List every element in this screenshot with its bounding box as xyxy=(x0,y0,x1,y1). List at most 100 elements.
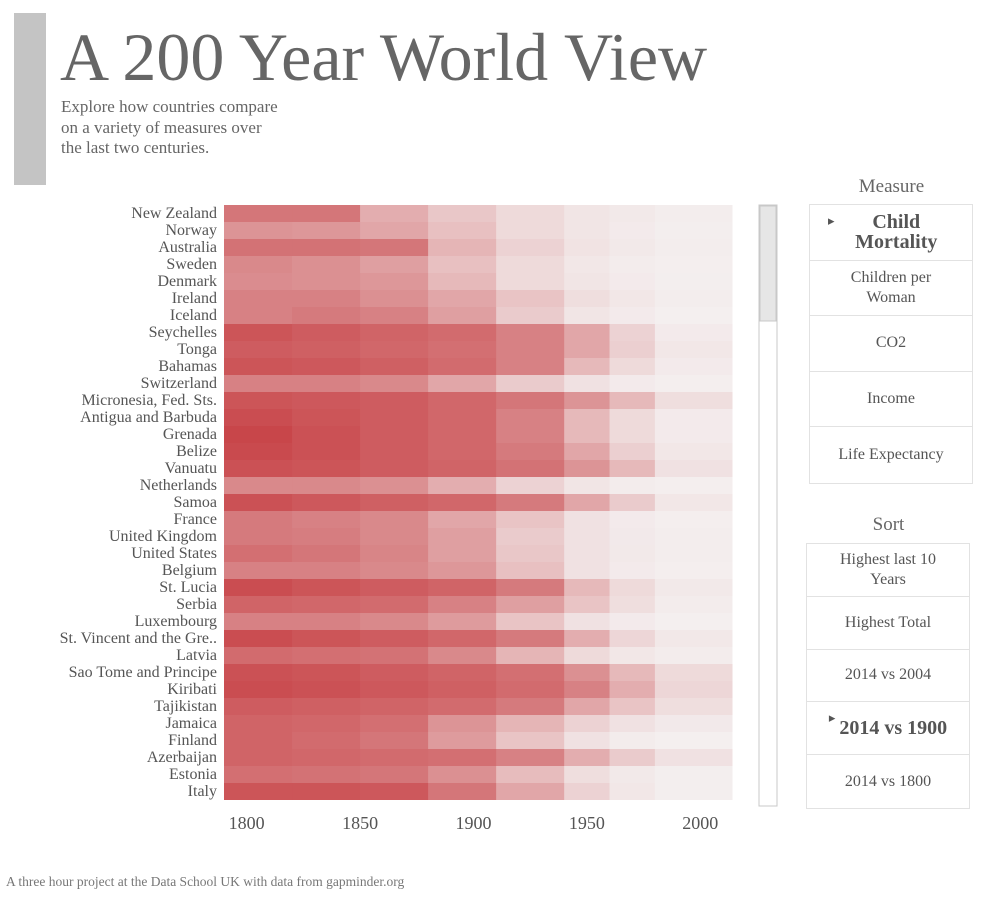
heat-cell xyxy=(654,392,733,409)
heat-cell xyxy=(224,256,293,273)
row-label: Australia xyxy=(158,239,217,256)
heat-cell xyxy=(360,460,429,477)
x-tick-label: 1950 xyxy=(569,813,605,833)
sort-option[interactable]: Highest last 10 Years xyxy=(807,544,969,597)
heat-cell xyxy=(224,562,293,579)
heat-cell xyxy=(496,698,565,715)
heat-cell xyxy=(360,341,429,358)
heat-cell xyxy=(292,392,361,409)
measure-option[interactable]: CO2 xyxy=(810,316,972,372)
heat-cell xyxy=(654,732,733,749)
heat-cell xyxy=(292,528,361,545)
heat-cell xyxy=(428,511,497,528)
row-label: Iceland xyxy=(170,307,217,324)
heat-cell xyxy=(360,664,429,681)
option-label: Highest last 10 Years xyxy=(840,550,936,588)
sort-list: Highest last 10 Years Highest Total 2014 v… xyxy=(806,543,970,809)
scrollbar-thumb[interactable] xyxy=(759,205,777,322)
heat-cell xyxy=(564,341,611,358)
x-tick-label: 1900 xyxy=(455,813,491,833)
heat-cell xyxy=(360,324,429,341)
heat-cell xyxy=(224,222,293,239)
heat-cell xyxy=(224,681,293,698)
heat-cell xyxy=(609,443,656,460)
heat-cell xyxy=(609,256,656,273)
heat-cell xyxy=(292,273,361,290)
heat-cell xyxy=(428,205,497,222)
heat-cell xyxy=(496,630,565,647)
heat-cell xyxy=(496,681,565,698)
measure-option[interactable]: Life Expectancy xyxy=(810,427,972,483)
heat-cell xyxy=(609,239,656,256)
heat-cell xyxy=(292,511,361,528)
heat-cell xyxy=(654,477,733,494)
sort-option[interactable]: 2014 vs 1800 xyxy=(807,755,969,808)
heat-cell xyxy=(360,239,429,256)
heat-cell xyxy=(654,341,733,358)
heat-cell xyxy=(360,358,429,375)
heat-cell xyxy=(496,205,565,222)
heat-cell xyxy=(609,528,656,545)
heat-cell xyxy=(564,494,611,511)
heat-cell xyxy=(224,460,293,477)
heat-cell xyxy=(609,596,656,613)
measure-option[interactable]: Children per Woman xyxy=(810,261,972,317)
sort-option[interactable]: 2014 vs 1900 xyxy=(807,702,969,756)
heat-cell xyxy=(564,749,611,766)
heat-cell xyxy=(360,749,429,766)
heat-cell xyxy=(224,749,293,766)
heat-cell xyxy=(609,426,656,443)
measure-option[interactable]: Child Mortality xyxy=(810,205,972,261)
heat-cell xyxy=(428,324,497,341)
heat-cell xyxy=(564,324,611,341)
scrollbar[interactable] xyxy=(758,204,778,807)
row-label: Switzerland xyxy=(141,375,217,392)
heat-cell xyxy=(292,766,361,783)
heat-cell xyxy=(564,562,611,579)
heat-cell xyxy=(654,494,733,511)
heat-cell xyxy=(609,375,656,392)
heat-cell xyxy=(292,222,361,239)
heat-cell xyxy=(360,494,429,511)
heat-cell xyxy=(428,579,497,596)
option-label: 2014 vs 1900 xyxy=(839,717,948,740)
option-label: Children per Woman xyxy=(850,268,932,306)
heat-cell xyxy=(224,443,293,460)
heat-cell xyxy=(360,256,429,273)
heat-cell xyxy=(360,783,429,800)
row-label: Belize xyxy=(176,443,217,460)
heat-cell xyxy=(654,630,733,647)
heat-cell xyxy=(292,460,361,477)
heat-cell xyxy=(292,783,361,800)
heat-cell xyxy=(496,562,565,579)
sort-option[interactable]: Highest Total xyxy=(807,597,969,650)
row-label: Bahamas xyxy=(158,358,217,375)
heat-cell xyxy=(292,443,361,460)
heat-cell xyxy=(609,766,656,783)
heat-cell xyxy=(292,698,361,715)
x-tick-label: 1850 xyxy=(342,813,378,833)
heat-cell xyxy=(654,358,733,375)
heat-cell xyxy=(360,579,429,596)
heat-cell xyxy=(564,681,611,698)
heat-cell xyxy=(654,324,733,341)
heat-cell xyxy=(496,613,565,630)
heat-cell xyxy=(360,205,429,222)
sort-option[interactable]: 2014 vs 2004 xyxy=(807,650,969,703)
heat-cell xyxy=(564,664,611,681)
heat-cell xyxy=(654,664,733,681)
heat-cell xyxy=(428,630,497,647)
heat-cell xyxy=(564,528,611,545)
heat-cell xyxy=(292,613,361,630)
heat-cell xyxy=(428,528,497,545)
heat-cell xyxy=(609,579,656,596)
heat-cell xyxy=(428,256,497,273)
heat-cell xyxy=(292,409,361,426)
heat-cell xyxy=(654,375,733,392)
heat-cell xyxy=(496,460,565,477)
x-tick-label: 2000 xyxy=(682,813,718,833)
heat-cell xyxy=(292,647,361,664)
row-label: Sweden xyxy=(166,256,217,273)
heat-cell xyxy=(654,409,733,426)
measure-option[interactable]: Income xyxy=(810,372,972,428)
